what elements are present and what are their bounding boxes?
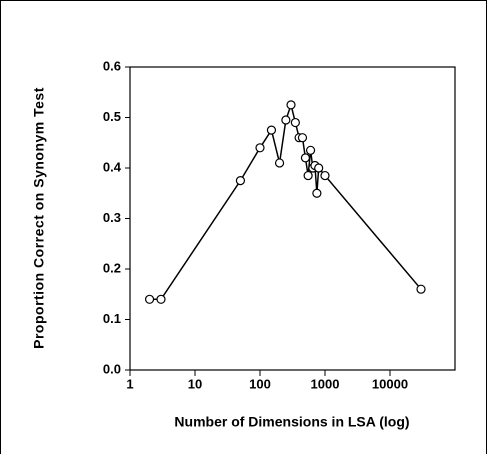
marker — [156, 294, 166, 304]
x-tick-label: 10000 — [372, 376, 408, 391]
x-tick-label: 1 — [126, 376, 133, 391]
y-tick-label: 0.3 — [103, 210, 121, 225]
y-tick-label: 0.1 — [103, 311, 121, 326]
marker — [320, 170, 330, 181]
x-tick-label: 100 — [249, 376, 271, 391]
marker — [297, 133, 308, 143]
marker — [255, 143, 265, 153]
marker — [235, 176, 246, 186]
marker — [144, 294, 155, 304]
x-tick-label: 10 — [188, 376, 202, 391]
marker — [274, 158, 285, 168]
y-tick-label: 0.5 — [103, 109, 121, 124]
y-tick-label: 0.4 — [103, 159, 122, 174]
x-axis-label: Number of Dimensions in LSA (log) — [174, 414, 409, 430]
marker — [314, 163, 324, 173]
x-tick-label: 1000 — [311, 376, 340, 391]
marker — [281, 115, 291, 125]
y-tick-label: 0.2 — [103, 260, 121, 275]
marker — [266, 125, 277, 135]
marker — [290, 117, 300, 128]
y-axis-label: Proportion Correct on Synonym Test — [31, 87, 47, 349]
marker — [286, 100, 296, 110]
marker — [303, 170, 313, 181]
marker — [305, 145, 316, 155]
marker — [312, 188, 322, 198]
y-tick-label: 0.0 — [103, 361, 121, 376]
y-tick-label: 0.6 — [103, 58, 121, 73]
line — [149, 102, 422, 301]
marker — [416, 284, 426, 294]
marker — [300, 153, 311, 163]
